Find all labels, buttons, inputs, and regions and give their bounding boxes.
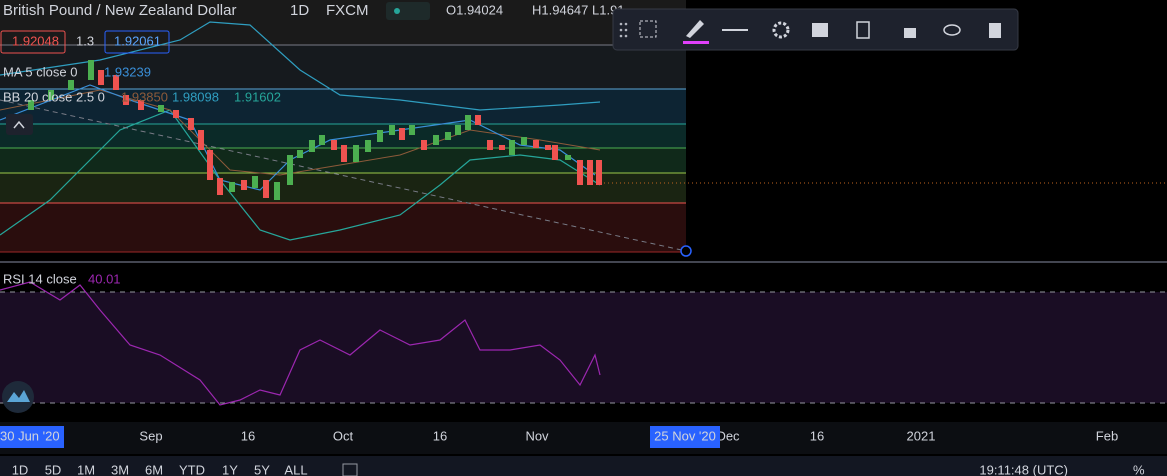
symbol: British Pound / New Zealand Dollar xyxy=(3,2,236,19)
interval: 1D xyxy=(290,2,309,19)
time-axis xyxy=(0,422,1167,454)
time-label: Sep xyxy=(139,428,162,443)
trend-handle[interactable] xyxy=(680,245,692,257)
rsi-band xyxy=(0,292,1167,403)
time-label: 25 Nov '20 xyxy=(654,428,716,443)
fib-band xyxy=(0,124,686,148)
range-button[interactable]: YTD xyxy=(179,462,205,476)
logo-icon xyxy=(7,390,30,402)
color-swatch xyxy=(683,41,709,44)
trend-line xyxy=(0,99,687,252)
fib-retracement xyxy=(0,0,686,253)
sell-price: 1.92048 xyxy=(12,33,59,48)
clock: 19:11:48 (UTC) xyxy=(979,462,1068,476)
sell-box[interactable] xyxy=(0,30,66,54)
time-label: 16 xyxy=(433,428,447,443)
time-cursor xyxy=(0,426,64,448)
buy-box[interactable] xyxy=(104,30,170,54)
fib-band xyxy=(0,173,686,203)
range-buttons: 1D 5D 1M 3M 6M YTD 1Y 5Y ALL xyxy=(12,462,308,476)
time-label: 30 Jun '20 xyxy=(0,428,60,443)
collapse-button[interactable] xyxy=(6,114,33,135)
range-button[interactable]: 6M xyxy=(145,462,163,476)
time-label: Dec xyxy=(716,428,740,443)
percent-toggle[interactable]: % xyxy=(1133,462,1145,476)
rsi-value: 40.01 xyxy=(88,271,121,286)
pencil-icon[interactable] xyxy=(686,20,704,38)
ma-value: 1.93239 xyxy=(104,64,151,79)
open-value: O1.94024 xyxy=(446,2,503,17)
candles xyxy=(8,60,602,200)
range-button[interactable]: 3M xyxy=(111,462,129,476)
eye-icon[interactable] xyxy=(943,24,961,36)
spread: 1.3 xyxy=(76,33,94,48)
exchange: FXCM xyxy=(326,2,369,19)
bb-upper xyxy=(0,21,601,111)
buy-price: 1.92061 xyxy=(114,33,161,48)
time-label: Nov xyxy=(525,428,549,443)
range-button[interactable]: 1Y xyxy=(222,462,238,476)
fib-band xyxy=(0,203,686,252)
time-label: Feb xyxy=(1096,428,1118,443)
rsi-label: RSI 14 close xyxy=(3,271,77,286)
clone-icon[interactable] xyxy=(856,21,870,39)
layer-icon[interactable] xyxy=(812,23,828,37)
calendar-icon[interactable] xyxy=(342,463,358,476)
time-label: 16 xyxy=(810,428,824,443)
bb-basis xyxy=(0,89,601,176)
rsi-line xyxy=(0,281,601,406)
range-button[interactable]: ALL xyxy=(284,462,307,476)
fib-band xyxy=(0,0,686,45)
time-label: Oct xyxy=(333,428,354,443)
down-candles xyxy=(98,70,602,198)
high-value: H1.94647 xyxy=(532,2,588,17)
trash-icon[interactable] xyxy=(989,23,1001,38)
time-cursor xyxy=(650,426,720,448)
time-label: 2021 xyxy=(907,428,936,443)
range-button[interactable]: 1M xyxy=(77,462,95,476)
status-dot xyxy=(394,8,400,14)
range-button[interactable]: 1D xyxy=(12,462,29,476)
status-badge[interactable] xyxy=(386,2,430,20)
lock-icon[interactable] xyxy=(904,28,916,38)
bb-label: BB 20 close 2.5 0 xyxy=(3,89,105,104)
settings-icon[interactable] xyxy=(772,21,790,39)
drag-handle[interactable] xyxy=(619,22,628,38)
drawing-toolbar xyxy=(612,8,1019,51)
collapse-icon xyxy=(13,120,25,129)
bb-lower-value: 1.91602 xyxy=(234,89,281,104)
range-button[interactable]: 5Y xyxy=(254,462,270,476)
time-label: 16 xyxy=(241,428,255,443)
range-button[interactable]: 5D xyxy=(45,462,62,476)
bb-upper-value: 1.98098 xyxy=(172,89,219,104)
ma-label: MA 5 close 0 xyxy=(3,64,77,79)
bb-basis-value: 1.93850 xyxy=(121,89,168,104)
bottom-bar xyxy=(0,456,1167,476)
bb-lower xyxy=(0,109,601,241)
template-icon[interactable] xyxy=(639,20,657,38)
